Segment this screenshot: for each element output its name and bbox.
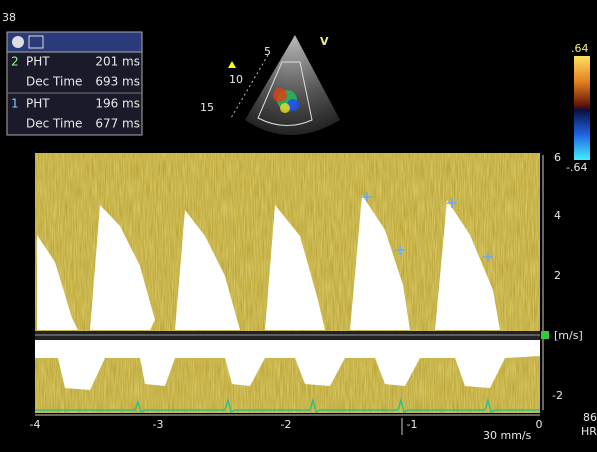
mode-label: V <box>320 35 329 48</box>
velocity-unit: [m/s] <box>554 329 583 342</box>
color-flow <box>280 103 290 113</box>
ultrasound-screen: 38 2 PHT 201 ms Dec Time 693 ms 1 PHT 19… <box>0 0 597 452</box>
frame-number: 38 <box>2 11 16 24</box>
page: 38 2 PHT 201 ms Dec Time 693 ms 1 PHT 19… <box>0 0 597 452</box>
measurement-value: 201 ms <box>95 55 140 69</box>
color-scale-min: -.64 <box>566 161 587 174</box>
velocity-tick: 6 <box>554 151 561 164</box>
box-header <box>7 32 142 52</box>
sweep-speed: 30 mm/s <box>483 429 532 442</box>
velocity-tick: 2 <box>554 269 561 282</box>
color-bar <box>574 56 590 160</box>
measurement-index: 2 <box>11 55 19 69</box>
measurement-label: PHT <box>26 55 50 69</box>
measurement-value: 693 ms <box>95 75 140 89</box>
measurement-value: 196 ms <box>95 97 140 111</box>
icon <box>12 36 24 48</box>
doppler-spectrum <box>35 153 540 413</box>
baseline-marker <box>541 331 549 339</box>
time-tick: -4 <box>30 418 41 431</box>
measurement-value: 677 ms <box>95 117 140 131</box>
depth-label: 10 <box>229 73 243 86</box>
time-tick: -2 <box>281 418 292 431</box>
depth-label: 5 <box>264 45 271 58</box>
time-tick: 0 <box>536 418 543 431</box>
time-tick: -3 <box>153 418 164 431</box>
color-flow <box>273 88 287 102</box>
measurement-label: Dec Time <box>26 75 82 89</box>
time-tick: -1 <box>407 418 418 431</box>
heart-rate: 86 <box>583 411 597 424</box>
depth-label: 15 <box>200 101 214 114</box>
velocity-tick: 4 <box>554 209 561 222</box>
color-scale-max: .64 <box>571 42 589 55</box>
measurement-label: Dec Time <box>26 117 82 131</box>
heart-rate-label: HR <box>581 425 597 438</box>
measurement-box: 2 PHT 201 ms Dec Time 693 ms 1 PHT 196 m… <box>7 32 142 135</box>
velocity-tick: -2 <box>552 389 563 402</box>
measurement-index: 1 <box>11 97 19 111</box>
measurement-label: PHT <box>26 97 50 111</box>
